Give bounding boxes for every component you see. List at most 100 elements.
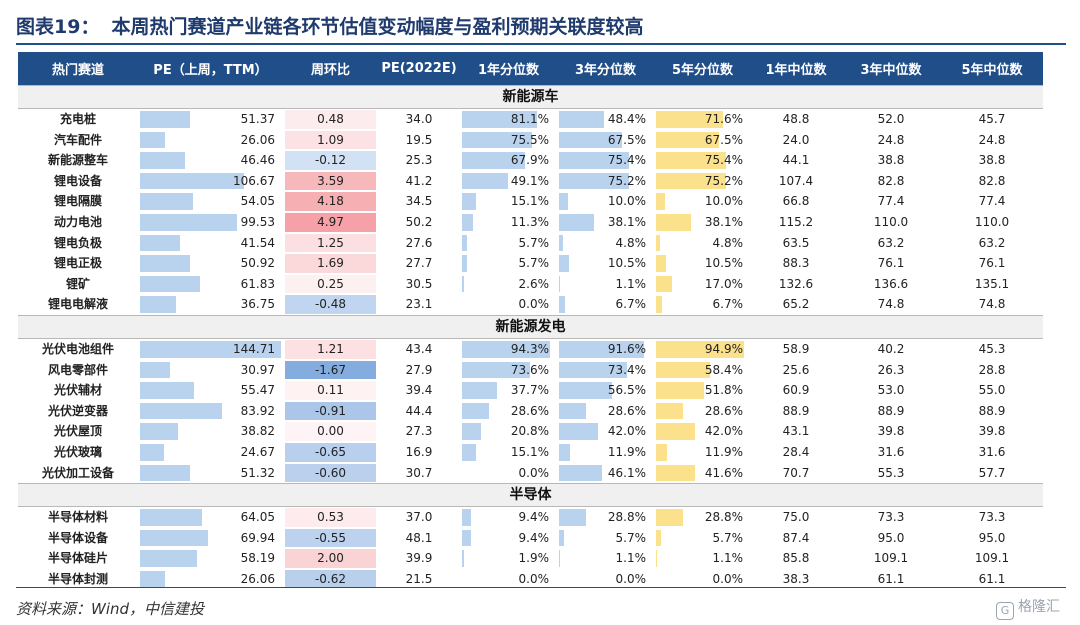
weekly-change-value: -0.48	[285, 295, 376, 314]
pe-ttm-bar	[140, 361, 171, 379]
weekly-change-value: -0.65	[285, 442, 376, 462]
percentile-1y-bar	[462, 213, 473, 231]
median-1y: 88.9	[782, 403, 810, 418]
median-3y: 74.8	[877, 297, 905, 312]
percentile-1y-value: 1.9%	[518, 551, 550, 566]
pe-ttm-bar	[140, 152, 186, 169]
weekly-change-cell: 4.18	[283, 191, 378, 212]
sector-name: 汽车配件	[53, 132, 102, 147]
median-5y: 73.3	[978, 510, 1006, 525]
percentile-3y-bar	[559, 152, 630, 169]
pe-ttm-value: 26.06	[240, 132, 275, 147]
table-row: 新能源整车 46.46 -0.12 25.3 67.9% 75.4% 75.4% 44.1 38…	[18, 150, 1043, 171]
percentile-5y-value: 28.8%	[704, 510, 743, 525]
percentile-5y-cell: 51.8%	[654, 380, 751, 401]
percentile-3y-cell: 28.8%	[557, 507, 654, 528]
table-row: 动力电池 99.53 4.97 50.2 11.3% 38.1% 38.1% 115.2 110…	[18, 212, 1043, 233]
table-row: 光伏玻璃 24.67 -0.65 16.9 15.1% 11.9% 11.9% 28.4 31.…	[18, 442, 1043, 463]
percentile-3y-cell: 48.4%	[557, 109, 654, 130]
top-rule	[16, 43, 1066, 45]
column-header: PE(2022E)	[381, 61, 457, 76]
median-5y: 39.8	[978, 424, 1006, 439]
median-1y: 25.6	[782, 362, 810, 377]
pe-ttm-cell: 54.05	[138, 191, 283, 212]
percentile-1y-cell: 0.0%	[460, 569, 557, 590]
percentile-5y-bar	[656, 193, 666, 210]
percentile-3y-value: 28.8%	[607, 510, 646, 525]
percentile-1y-value: 94.3%	[510, 341, 549, 356]
weekly-change-cell: 1.21	[283, 339, 378, 360]
pe-ttm-bar	[140, 570, 166, 588]
percentile-3y-value: 56.5%	[607, 383, 646, 398]
median-5y: 45.7	[978, 112, 1006, 126]
percentile-3y-bar	[559, 255, 569, 272]
median-3y: 52.0	[877, 112, 905, 126]
median-3y: 110.0	[873, 214, 909, 229]
percentile-5y-bar	[656, 152, 727, 169]
percentile-5y-value: 94.9%	[704, 341, 743, 356]
weekly-change-cell: 0.11	[283, 380, 378, 401]
percentile-1y-value: 5.7%	[518, 235, 550, 250]
percentile-1y-bar	[462, 423, 482, 440]
median-1y: 65.2	[782, 297, 810, 312]
median-3y: 55.3	[877, 465, 905, 480]
pe-ttm-value: 38.82	[240, 424, 275, 439]
percentile-1y-cell: 2.6%	[460, 274, 557, 295]
figure-title: 图表19： 本周热门赛道产业链各环节估值变动幅度与盈利预期关联度较高	[16, 12, 643, 39]
pe-ttm-bar	[140, 213, 237, 231]
watermark-logo-icon: G	[996, 602, 1014, 620]
percentile-1y-value: 67.9%	[510, 153, 549, 168]
median-5y: 110.0	[974, 214, 1010, 229]
table-row: 半导体材料 64.05 0.53 37.0 9.4% 28.8% 28.8% 75.0 73.3…	[18, 507, 1043, 528]
sector-name: 风电零部件	[47, 362, 108, 377]
percentile-3y-cell: 67.5%	[557, 130, 654, 151]
median-3y: 82.8	[877, 173, 905, 188]
table-header: 热门赛道 PE（上周，TTM） 周环比 PE(2022E) 1年分位数 3年分位数 5年分位…	[18, 52, 1043, 85]
pe-ttm-bar	[140, 550, 197, 567]
table-row: 锂电正极 50.92 1.69 27.7 5.7% 10.5% 10.5% 88.3 76.1 7…	[18, 253, 1043, 274]
median-5y: 95.0	[978, 530, 1006, 545]
pe-2022e: 39.9	[405, 551, 433, 566]
sector-name: 光伏加工设备	[41, 465, 114, 480]
sector-name: 锂电设备	[53, 173, 102, 188]
pe-ttm-value: 30.97	[240, 362, 275, 377]
percentile-3y-value: 91.6%	[607, 341, 646, 356]
percentile-5y-value: 10.5%	[704, 256, 743, 271]
section-heading: 新能源车	[18, 85, 1043, 109]
pe-ttm-cell: 46.46	[138, 150, 283, 171]
percentile-3y-cell: 75.4%	[557, 150, 654, 171]
percentile-5y-value: 42.0%	[704, 424, 743, 439]
percentile-3y-bar	[559, 509, 586, 526]
pe-ttm-cell: 36.75	[138, 294, 283, 315]
percentile-3y-bar	[559, 361, 628, 379]
percentile-5y-value: 0.0%	[712, 571, 744, 586]
percentile-1y-value: 5.7%	[518, 256, 550, 271]
weekly-change-cell: -0.12	[283, 150, 378, 171]
percentile-1y-bar	[462, 275, 465, 293]
median-5y: 31.6	[978, 444, 1006, 459]
percentile-5y-cell: 0.0%	[654, 569, 751, 590]
source-note: 资料来源：Wind，中信建投	[16, 600, 205, 618]
valuation-table: 热门赛道 PE（上周，TTM） 周环比 PE(2022E) 1年分位数 3年分位数 5年分位…	[18, 52, 1043, 589]
percentile-3y-cell: 56.5%	[557, 380, 654, 401]
percentile-3y-value: 10.0%	[607, 194, 646, 209]
median-1y: 44.1	[782, 153, 810, 168]
percentile-3y-cell: 4.8%	[557, 233, 654, 254]
pe-2022e: 27.6	[405, 235, 433, 250]
percentile-1y-cell: 28.6%	[460, 401, 557, 422]
weekly-change-value: 0.11	[285, 381, 376, 400]
percentile-5y-value: 17.0%	[704, 276, 743, 291]
pe-ttm-value: 106.67	[233, 173, 275, 188]
median-3y: 109.1	[873, 551, 909, 566]
weekly-change-cell: -0.48	[283, 294, 378, 315]
weekly-change-value: 0.00	[285, 422, 376, 441]
pe-ttm-bar	[140, 296, 176, 313]
weekly-change-cell: 0.00	[283, 421, 378, 442]
percentile-5y-cell: 11.9%	[654, 442, 751, 463]
percentile-3y-value: 0.0%	[615, 571, 647, 586]
percentile-5y-cell: 1.1%	[654, 548, 751, 569]
percentile-5y-cell: 5.7%	[654, 528, 751, 549]
median-5y: 88.9	[978, 403, 1006, 418]
pe-ttm-value: 99.53	[240, 214, 275, 229]
sector-name: 锂电电解液	[47, 297, 108, 312]
